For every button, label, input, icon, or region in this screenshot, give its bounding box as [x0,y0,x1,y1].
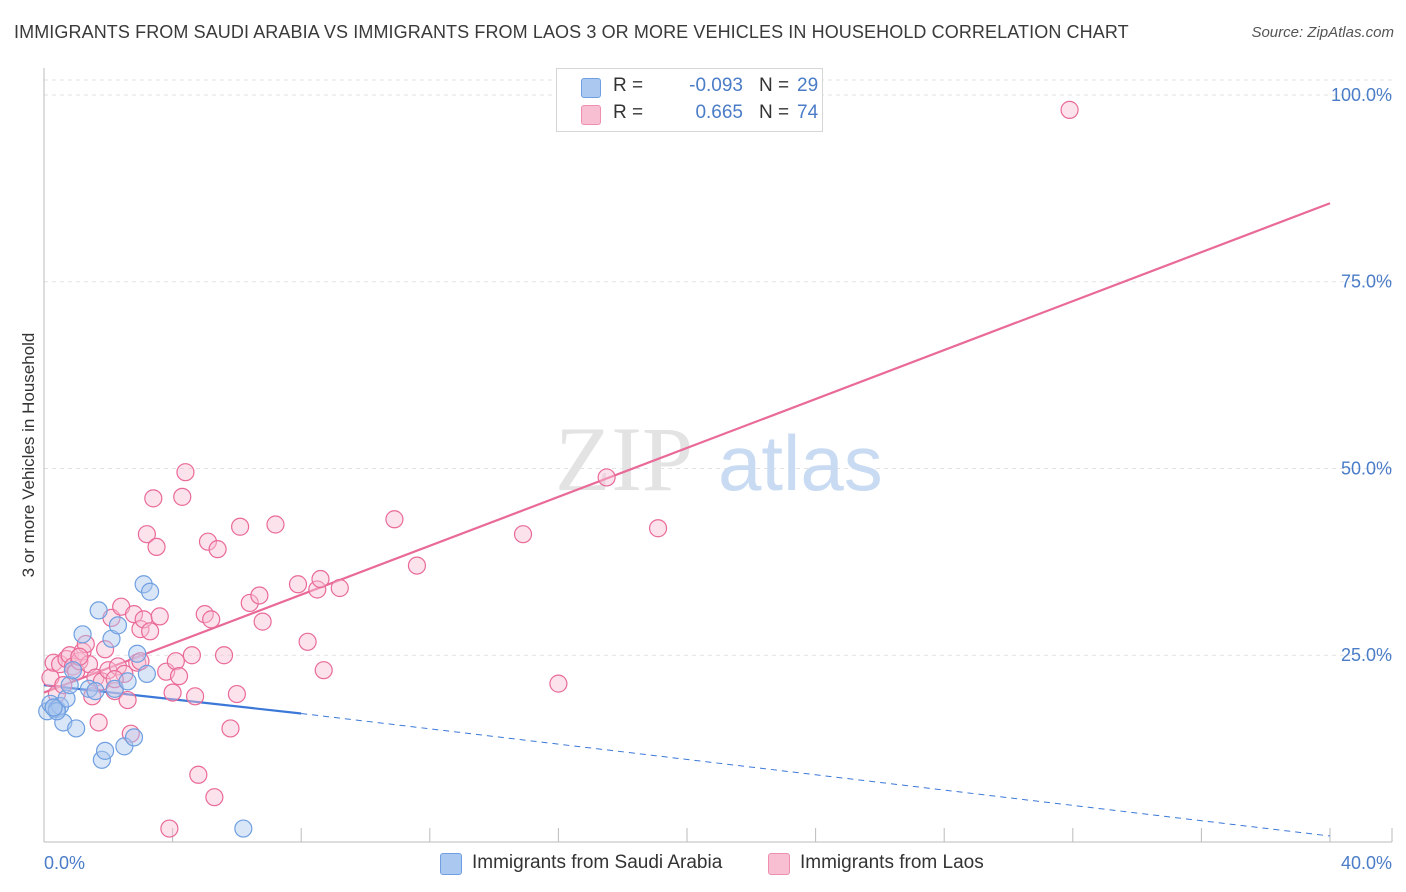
trend-line-saudi-arabia-extension [301,713,1331,837]
x-tick-label: 0.0% [44,853,85,873]
data-point-laos [118,690,137,710]
chart-title: IMMIGRANTS FROM SAUDI ARABIA VS IMMIGRAN… [14,22,1129,42]
data-point-laos [147,537,166,557]
data-point-laos [208,540,227,559]
data-points [38,100,1079,838]
legend-r-value: 0.665 [695,102,743,123]
data-point-laos [330,578,349,598]
y-tick-label: 100.0% [1331,85,1392,105]
data-point-laos [253,612,272,631]
data-point-saudi-arabia [67,719,86,738]
data-point-laos [95,640,115,659]
data-point-laos [169,667,189,686]
data-point-saudi-arabia [95,741,115,760]
data-point-laos [150,607,169,626]
data-point-laos [137,525,156,544]
data-point-saudi-arabia [128,644,147,663]
data-point-laos [308,580,327,599]
y-axis-label: 3 or more Vehicles in Household [19,333,38,578]
data-point-laos [266,515,285,534]
watermark: ZIP atlas [555,408,883,510]
data-point-laos [176,463,195,482]
data-point-laos [227,684,246,704]
data-point-laos [163,683,182,702]
legend-n-label: N = [759,102,790,123]
legend-n-value: 29 [797,75,819,96]
data-point-laos [221,719,240,738]
axes [43,68,1393,843]
data-point-laos [202,610,221,629]
data-point-laos [298,632,317,651]
data-point-laos [182,646,201,665]
legend-swatch-saudi-arabia [440,853,462,875]
data-point-saudi-arabia [118,672,137,691]
legend-n-value: 74 [797,102,819,123]
data-point-laos [144,489,163,508]
legend-swatch-laos [581,105,601,125]
y-tick-label: 25.0% [1341,645,1392,665]
data-point-laos [250,586,269,605]
data-point-saudi-arabia [108,616,128,635]
data-point-laos [173,487,192,506]
data-point-saudi-arabia [44,698,63,717]
data-point-saudi-arabia [86,681,105,701]
data-point-laos [549,674,568,693]
data-point-laos [314,661,333,680]
x-tick-label: 40.0% [1341,853,1392,873]
legend-label-laos: Immigrants from Laos [800,852,984,873]
data-point-laos [407,556,427,575]
data-point-saudi-arabia [124,728,144,747]
data-point-saudi-arabia [57,689,76,708]
data-point-saudi-arabia [134,575,153,594]
legend-swatch-saudi-arabia [581,78,601,98]
data-point-laos [311,569,330,589]
data-point-laos [231,517,250,536]
data-point-laos [160,819,179,838]
y-tick-label: 75.0% [1341,272,1392,292]
correlation-legend: R = -0.093 N = 29 R = 0.665 N = 74 [556,68,823,132]
y-tick-label: 50.0% [1341,458,1392,478]
data-point-laos [124,605,144,624]
data-point-saudi-arabia [89,601,108,620]
data-point-laos [186,687,205,706]
watermark-atlas: atlas [718,419,883,507]
source-label: Source: ZipAtlas.com [1251,24,1394,41]
data-point-laos [205,788,224,807]
data-point-laos [288,575,308,594]
data-point-laos [166,652,185,671]
data-point-laos [385,510,404,529]
data-point-saudi-arabia [63,661,83,680]
tick-labels: 25.0% 50.0% 75.0% 100.0% 0.0% 40.0% [44,85,1392,873]
legend-n-label: N = [759,75,790,96]
trend-line-laos [43,202,1331,694]
data-point-saudi-arabia [73,625,92,644]
data-point-laos [597,468,616,487]
data-point-laos [198,532,218,551]
data-point-laos [240,593,259,613]
legend-r-label: R = [613,75,644,96]
data-point-laos [513,525,533,544]
legend-r-value: -0.093 [689,75,743,96]
legend-swatch-laos [768,853,790,875]
data-point-laos [1060,100,1079,119]
legend-r-label: R = [613,102,644,123]
data-point-saudi-arabia [60,676,79,695]
data-point-laos [214,646,234,665]
data-point-saudi-arabia [137,664,156,684]
data-point-saudi-arabia [140,582,160,601]
data-point-laos [648,519,668,538]
data-point-laos [89,713,108,732]
grid-lines [44,79,1392,656]
data-point-laos [54,676,73,695]
data-point-saudi-arabia [234,819,253,838]
watermark-zip: ZIP [555,408,693,510]
legend-label-saudi-arabia: Immigrants from Saudi Arabia [472,852,723,873]
data-point-laos [189,765,208,784]
data-point-laos [140,622,160,641]
